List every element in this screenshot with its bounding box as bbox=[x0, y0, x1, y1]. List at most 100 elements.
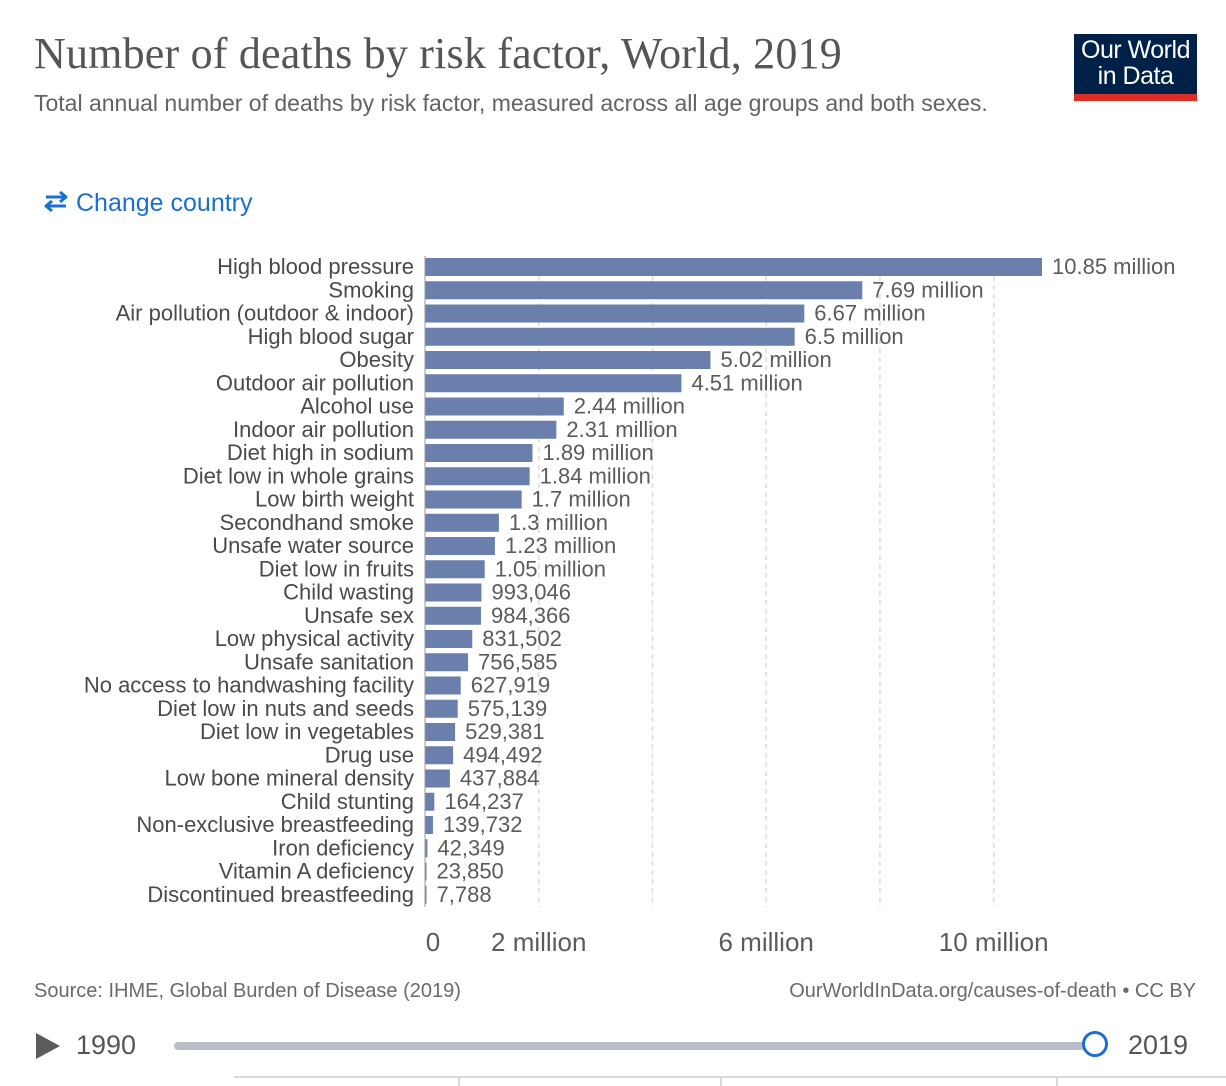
value-label: 6.67 million bbox=[814, 301, 925, 326]
bar[interactable] bbox=[425, 630, 473, 648]
bar[interactable] bbox=[425, 560, 485, 579]
bar[interactable] bbox=[425, 420, 557, 439]
bar[interactable] bbox=[425, 769, 450, 788]
change-country-button[interactable]: Change country bbox=[42, 186, 253, 220]
category-label: Outdoor air pollution bbox=[216, 370, 414, 395]
value-label: 2.31 million bbox=[566, 417, 677, 442]
value-label: 831,502 bbox=[482, 626, 562, 651]
value-label: 7,788 bbox=[437, 882, 492, 907]
value-label: 1.23 million bbox=[505, 533, 616, 558]
bar[interactable] bbox=[425, 351, 711, 369]
owid-logo[interactable]: Our World in Data bbox=[1074, 34, 1197, 101]
bar[interactable] bbox=[425, 653, 469, 672]
bar[interactable] bbox=[425, 258, 1042, 276]
category-label: Low bone mineral density bbox=[165, 766, 414, 791]
bar[interactable] bbox=[425, 885, 427, 904]
value-label: 4.51 million bbox=[691, 370, 802, 395]
x-tick-label: 10 million bbox=[939, 927, 1049, 957]
category-label: Unsafe sanitation bbox=[244, 649, 414, 674]
bar[interactable] bbox=[425, 699, 458, 718]
bar[interactable] bbox=[425, 281, 863, 300]
timeline-track[interactable] bbox=[174, 1042, 1098, 1050]
bar[interactable] bbox=[425, 583, 482, 602]
category-label: Discontinued breastfeeding bbox=[147, 882, 414, 907]
x-tick-label: 0 bbox=[426, 927, 440, 957]
bar[interactable] bbox=[425, 467, 530, 486]
category-label: Secondhand smoke bbox=[220, 510, 414, 535]
category-label: Air pollution (outdoor & indoor) bbox=[116, 301, 414, 326]
value-label: 10.85 million bbox=[1052, 254, 1176, 279]
category-label: Alcohol use bbox=[300, 394, 414, 419]
value-label: 164,237 bbox=[444, 789, 524, 814]
bar[interactable] bbox=[425, 816, 433, 834]
category-label: Child wasting bbox=[283, 580, 414, 605]
value-label: 1.05 million bbox=[495, 556, 606, 581]
bar[interactable] bbox=[425, 839, 428, 858]
category-label: High blood pressure bbox=[217, 254, 414, 279]
category-label: Indoor air pollution bbox=[233, 417, 414, 442]
bar[interactable] bbox=[425, 444, 533, 462]
value-label: 1.84 million bbox=[540, 463, 651, 488]
bar[interactable] bbox=[425, 862, 427, 881]
tabs-edge bbox=[234, 1076, 1226, 1086]
value-label: 494,492 bbox=[463, 742, 543, 767]
bar[interactable] bbox=[425, 537, 495, 555]
timeline-start-year: 1990 bbox=[76, 1030, 137, 1060]
value-label: 7.69 million bbox=[872, 277, 983, 302]
value-label: 437,884 bbox=[460, 766, 540, 791]
value-label: 139,732 bbox=[443, 812, 523, 837]
category-label: High blood sugar bbox=[248, 324, 414, 349]
category-label: Non-exclusive breastfeeding bbox=[136, 812, 414, 837]
bar[interactable] bbox=[425, 374, 682, 393]
category-label: Obesity bbox=[339, 347, 414, 372]
value-label: 1.7 million bbox=[532, 487, 631, 512]
value-label: 5.02 million bbox=[720, 347, 831, 372]
source-note[interactable]: Source: IHME, Global Burden of Disease (… bbox=[34, 980, 461, 1002]
category-label: Drug use bbox=[325, 742, 414, 767]
value-label: 756,585 bbox=[478, 649, 558, 674]
bar[interactable] bbox=[425, 513, 499, 532]
category-label: Child stunting bbox=[281, 789, 414, 814]
value-label: 42,349 bbox=[437, 835, 504, 860]
play-icon[interactable] bbox=[36, 1033, 60, 1059]
category-label: Diet low in vegetables bbox=[200, 719, 414, 744]
category-label: Diet low in whole grains bbox=[183, 463, 414, 488]
bar[interactable] bbox=[425, 676, 461, 695]
category-label: Low birth weight bbox=[255, 487, 414, 512]
bar[interactable] bbox=[425, 606, 481, 625]
value-label: 984,366 bbox=[491, 603, 571, 628]
change-country-label: Change country bbox=[76, 188, 253, 217]
bar[interactable] bbox=[425, 792, 435, 811]
value-label: 2.44 million bbox=[574, 394, 685, 419]
value-label: 993,046 bbox=[491, 580, 571, 605]
timeline-end-year: 2019 bbox=[1128, 1030, 1189, 1060]
bar[interactable] bbox=[425, 327, 795, 346]
category-label: Vitamin A deficiency bbox=[219, 859, 414, 884]
category-label: Unsafe sex bbox=[304, 603, 414, 628]
category-label: Unsafe water source bbox=[212, 533, 414, 558]
category-label: Diet low in fruits bbox=[259, 556, 414, 581]
logo-text: Our World in Data bbox=[1081, 36, 1190, 90]
category-label: No access to handwashing facility bbox=[84, 673, 414, 698]
x-tick-label: 2 million bbox=[491, 927, 586, 957]
category-label: Low physical activity bbox=[215, 626, 414, 651]
license-link[interactable]: OurWorldInData.org/causes-of-death • CC … bbox=[789, 980, 1196, 1002]
timeline-handle[interactable] bbox=[1082, 1031, 1108, 1057]
value-label: 23,850 bbox=[437, 859, 504, 884]
category-label: Diet high in sodium bbox=[227, 440, 414, 465]
value-label: 6.5 million bbox=[805, 324, 904, 349]
category-label: Iron deficiency bbox=[272, 835, 414, 860]
value-label: 1.3 million bbox=[509, 510, 608, 535]
category-label: Smoking bbox=[328, 277, 414, 302]
swap-arrows-icon bbox=[42, 189, 70, 218]
category-label: Diet low in nuts and seeds bbox=[157, 696, 414, 721]
bar[interactable] bbox=[425, 490, 522, 509]
bar[interactable] bbox=[425, 746, 454, 765]
bar[interactable] bbox=[425, 723, 456, 741]
timeline: 1990 2019 bbox=[0, 1020, 1226, 1086]
bar[interactable] bbox=[425, 397, 564, 416]
bar-chart: High blood pressure 10.85 million Smoking 7… bbox=[84, 254, 1176, 957]
chart-subtitle: Total annual number of deaths by risk fa… bbox=[34, 90, 988, 116]
value-label: 529,381 bbox=[465, 719, 545, 744]
bar[interactable] bbox=[425, 304, 805, 323]
